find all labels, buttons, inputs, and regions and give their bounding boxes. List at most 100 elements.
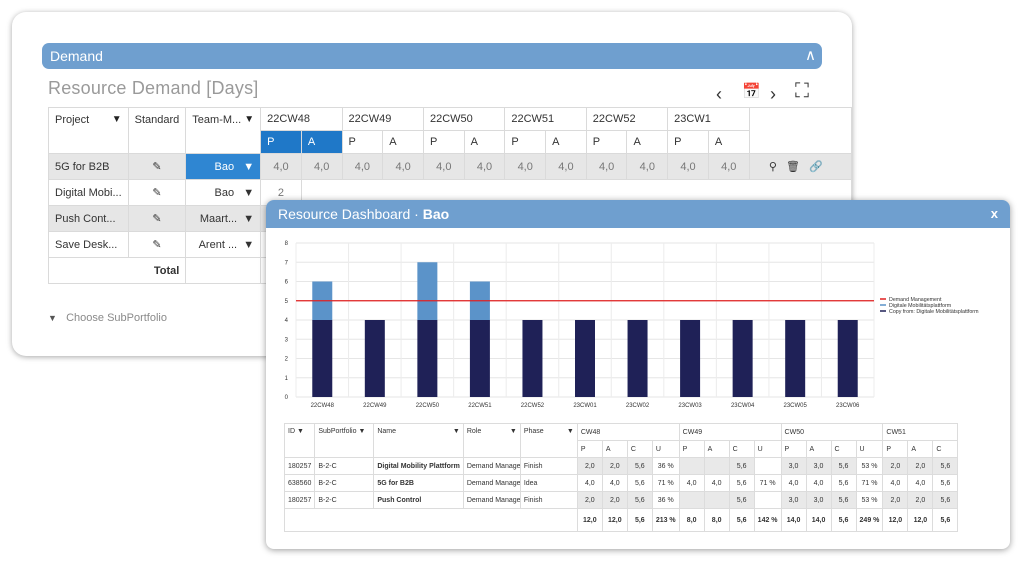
project-name[interactable]: 5G for B2B <box>48 153 129 180</box>
value-cell[interactable]: 4,0 <box>463 153 506 180</box>
y-tick-label: 7 <box>285 260 289 266</box>
y-tick-label: 4 <box>285 318 289 324</box>
project-name[interactable]: Push Cont... <box>48 205 129 232</box>
value-cell[interactable]: 4,0 <box>341 153 384 180</box>
team-member-select[interactable]: Arent ... ▼ <box>185 231 262 258</box>
total-value: 5,6 <box>728 508 755 532</box>
actual-column-header[interactable]: A <box>545 130 587 154</box>
choose-subportfolio[interactable]: ▼ Choose SubPortfolio <box>48 312 167 324</box>
value-cell[interactable]: 4,0 <box>626 153 669 180</box>
table-row[interactable]: 5G for B2B ✎ Bao ▼ 4,0 4,0 4,0 4,0 4,0 4… <box>48 153 853 180</box>
project-name[interactable]: Save Desk... <box>48 231 129 258</box>
plan-column-header[interactable]: P <box>422 130 465 154</box>
filter-icon[interactable]: ▼ <box>566 428 574 435</box>
value-cell: 3,0 <box>805 491 832 509</box>
column-header-role[interactable]: Role ▼ <box>462 423 521 458</box>
value-cell[interactable]: 4,0 <box>667 153 709 180</box>
value-cell: 71 % <box>855 474 884 492</box>
link-icon[interactable]: 🔗 <box>808 161 832 173</box>
filter-icon[interactable]: ▼ <box>509 428 517 435</box>
value-cell: 5,6 <box>830 457 857 475</box>
demand-panel-header[interactable]: Demand ∧ <box>42 43 822 69</box>
value-cell[interactable]: 4,0 <box>585 153 628 180</box>
dashboard-table: ID ▼ SubPortfolio ▼ Name ▼ Role ▼ Phase ▼ C… <box>283 423 959 532</box>
value-cell: 2,0 <box>576 491 603 509</box>
pencil-icon[interactable]: ✎ <box>127 179 187 206</box>
bar-base <box>575 320 595 397</box>
close-icon[interactable]: x <box>990 206 998 221</box>
filter-icon[interactable]: ▼ <box>111 114 122 125</box>
chevron-up-icon[interactable]: ∧ <box>805 47 816 64</box>
plan-column-header[interactable]: P <box>585 130 628 154</box>
project-name[interactable]: Digital Mobi... <box>48 179 129 206</box>
column-header-project[interactable]: Project ▼ <box>48 107 129 154</box>
bar-base <box>522 320 543 397</box>
caret-down-icon: ▼ <box>48 313 57 323</box>
pencil-icon[interactable]: ✎ <box>127 205 187 232</box>
pencil-icon[interactable]: ✎ <box>127 231 187 258</box>
calendar-icon[interactable]: 📅 <box>742 83 761 100</box>
column-header-name[interactable]: Name ▼ <box>373 423 464 458</box>
column-header-team[interactable]: Team-M... ▼ <box>185 107 262 154</box>
plan-column-header[interactable]: P <box>667 130 709 154</box>
filter-icon[interactable]: ▼ <box>452 428 460 435</box>
filter-icon[interactable]: ▼ <box>244 114 255 125</box>
week-header: CW51 <box>882 423 959 441</box>
value-cell: 5,6 <box>626 491 653 509</box>
row-name: 5G for B2B <box>373 474 464 492</box>
subheader-a: A <box>601 440 628 458</box>
column-header-id[interactable]: ID ▼ <box>283 423 316 458</box>
actual-column-header[interactable]: A <box>463 130 506 154</box>
column-header-phase[interactable]: Phase ▼ <box>519 423 578 458</box>
value-cell: 5,6 <box>830 474 857 492</box>
broom-icon[interactable]: ⚲ <box>768 161 786 173</box>
fullscreen-icon[interactable]: ⛶ <box>795 80 809 102</box>
row-phase: Finish <box>519 491 578 509</box>
team-member-select[interactable]: Bao ▼ <box>185 179 262 206</box>
actions-header <box>748 107 853 154</box>
table-row[interactable]: 180257 B-2-C Push Control Demand Manager Fin… <box>283 491 959 509</box>
bar-base <box>417 320 438 397</box>
actual-column-header[interactable]: A <box>626 130 669 154</box>
plan-column-header[interactable]: P <box>260 130 302 154</box>
subheader-a: A <box>907 440 934 458</box>
chevron-left-icon[interactable]: ‹ <box>716 84 722 104</box>
value-cell: 53 % <box>855 491 884 509</box>
row-id: 180257 <box>283 491 316 509</box>
value-cell[interactable]: 4,0 <box>504 153 547 180</box>
row-actions: ⚲🗑🔗 <box>748 153 853 180</box>
total-row: 12,0 12,0 5,6 213 % 8,0 8,0 5,6 142 % 14,0 14,0 5,… <box>284 508 959 532</box>
value-cell: 2,0 <box>601 491 628 509</box>
week-header: 22CW50 <box>422 107 506 131</box>
chevron-right-icon[interactable]: › <box>770 84 776 104</box>
value-cell[interactable]: 4,0 <box>545 153 587 180</box>
value-cell[interactable]: 4,0 <box>382 153 424 180</box>
actual-column-header[interactable]: A <box>300 130 343 154</box>
y-tick-label: 0 <box>285 395 289 401</box>
value-cell[interactable]: 4,0 <box>707 153 750 180</box>
pencil-icon[interactable]: ✎ <box>127 153 187 180</box>
value-cell[interactable]: 4,0 <box>422 153 465 180</box>
subheader-c: C <box>830 440 857 458</box>
table-row[interactable]: 638560 B-2-C 5G for B2B Demand Manager Idea 4… <box>283 474 959 492</box>
value-cell[interactable]: 4,0 <box>300 153 343 180</box>
total-value: 5,6 <box>830 508 857 532</box>
actual-column-header[interactable]: A <box>707 130 750 154</box>
value-cell: 3,0 <box>780 491 807 509</box>
value-cell <box>678 491 705 509</box>
filter-icon[interactable]: ▼ <box>358 428 366 435</box>
filter-icon[interactable]: ▼ <box>296 428 304 435</box>
column-header-subportfolio[interactable]: SubPortfolio ▼ <box>314 423 375 458</box>
table-row[interactable]: 180257 B-2-C Digital Mobility Plattform Dem… <box>283 457 959 475</box>
trash-icon[interactable]: 🗑 <box>785 161 809 173</box>
x-tick-label: 22CW48 <box>311 403 335 409</box>
team-member-select[interactable]: Maart... ▼ <box>185 205 262 232</box>
plan-column-header[interactable]: P <box>504 130 547 154</box>
value-cell: 53 % <box>855 457 884 475</box>
total-value: 8,0 <box>678 508 705 532</box>
actual-column-header[interactable]: A <box>382 130 424 154</box>
team-member-select[interactable]: Bao ▼ <box>185 153 262 180</box>
legend-entry: Digitale Mobilitätsplattform <box>889 303 952 309</box>
value-cell[interactable]: 4,0 <box>260 153 302 180</box>
plan-column-header[interactable]: P <box>341 130 384 154</box>
